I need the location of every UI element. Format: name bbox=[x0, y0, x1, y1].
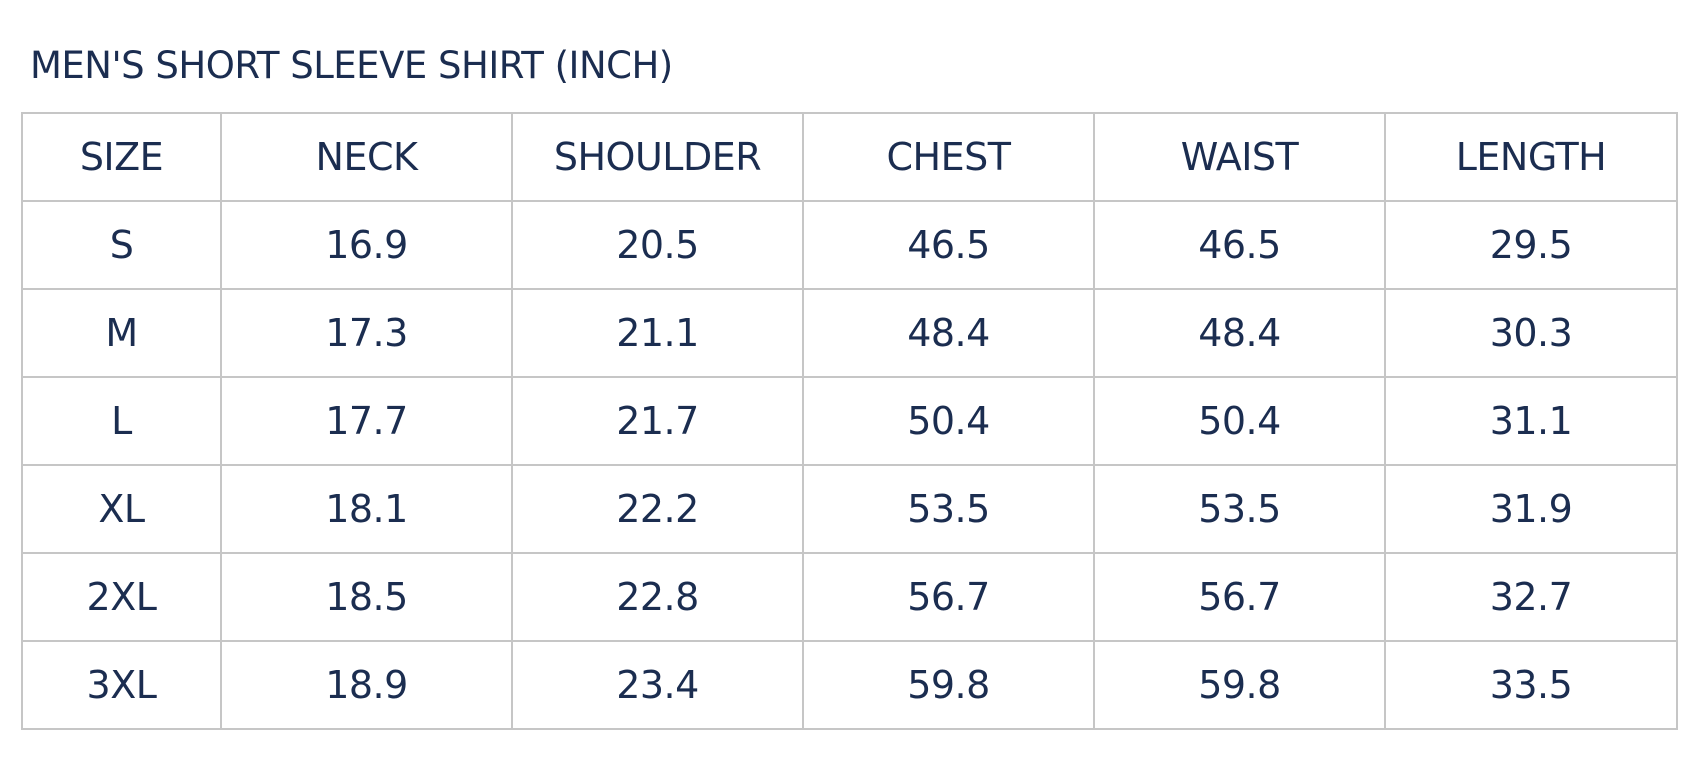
cell-waist: 59.8 bbox=[1093, 640, 1386, 730]
cell-length: 33.5 bbox=[1384, 640, 1678, 730]
cell-waist: 50.4 bbox=[1093, 376, 1386, 466]
header-row: SIZE NECK SHOULDER CHEST WAIST LENGTH bbox=[21, 112, 1678, 202]
cell-size: 2XL bbox=[21, 552, 222, 642]
cell-chest: 56.7 bbox=[802, 552, 1095, 642]
cell-shoulder: 21.7 bbox=[511, 376, 804, 466]
table-row: XL 18.1 22.2 53.5 53.5 31.9 bbox=[21, 464, 1678, 554]
cell-chest: 46.5 bbox=[802, 200, 1095, 290]
header-waist: WAIST bbox=[1093, 112, 1386, 202]
cell-neck: 16.9 bbox=[220, 200, 513, 290]
cell-waist: 53.5 bbox=[1093, 464, 1386, 554]
cell-length: 32.7 bbox=[1384, 552, 1678, 642]
cell-size: L bbox=[21, 376, 222, 466]
header-shoulder: SHOULDER bbox=[511, 112, 804, 202]
table-row: 3XL 18.9 23.4 59.8 59.8 33.5 bbox=[21, 640, 1678, 730]
cell-shoulder: 23.4 bbox=[511, 640, 804, 730]
page-title: MEN'S SHORT SLEEVE SHIRT (INCH) bbox=[30, 44, 673, 87]
cell-chest: 48.4 bbox=[802, 288, 1095, 378]
cell-shoulder: 22.8 bbox=[511, 552, 804, 642]
cell-size: 3XL bbox=[21, 640, 222, 730]
table-row: S 16.9 20.5 46.5 46.5 29.5 bbox=[21, 200, 1678, 290]
header-length: LENGTH bbox=[1384, 112, 1678, 202]
header-size: SIZE bbox=[21, 112, 222, 202]
cell-length: 31.1 bbox=[1384, 376, 1678, 466]
cell-neck: 17.3 bbox=[220, 288, 513, 378]
cell-size: XL bbox=[21, 464, 222, 554]
cell-length: 29.5 bbox=[1384, 200, 1678, 290]
cell-neck: 18.9 bbox=[220, 640, 513, 730]
cell-shoulder: 22.2 bbox=[511, 464, 804, 554]
cell-shoulder: 21.1 bbox=[511, 288, 804, 378]
cell-length: 30.3 bbox=[1384, 288, 1678, 378]
cell-neck: 17.7 bbox=[220, 376, 513, 466]
cell-chest: 50.4 bbox=[802, 376, 1095, 466]
cell-chest: 59.8 bbox=[802, 640, 1095, 730]
cell-length: 31.9 bbox=[1384, 464, 1678, 554]
cell-waist: 56.7 bbox=[1093, 552, 1386, 642]
cell-size: S bbox=[21, 200, 222, 290]
cell-neck: 18.5 bbox=[220, 552, 513, 642]
cell-waist: 48.4 bbox=[1093, 288, 1386, 378]
header-chest: CHEST bbox=[802, 112, 1095, 202]
cell-shoulder: 20.5 bbox=[511, 200, 804, 290]
cell-waist: 46.5 bbox=[1093, 200, 1386, 290]
table-row: 2XL 18.5 22.8 56.7 56.7 32.7 bbox=[21, 552, 1678, 642]
cell-chest: 53.5 bbox=[802, 464, 1095, 554]
header-neck: NECK bbox=[220, 112, 513, 202]
cell-neck: 18.1 bbox=[220, 464, 513, 554]
table-row: L 17.7 21.7 50.4 50.4 31.1 bbox=[21, 376, 1678, 466]
cell-size: M bbox=[21, 288, 222, 378]
table-row: M 17.3 21.1 48.4 48.4 30.3 bbox=[21, 288, 1678, 378]
